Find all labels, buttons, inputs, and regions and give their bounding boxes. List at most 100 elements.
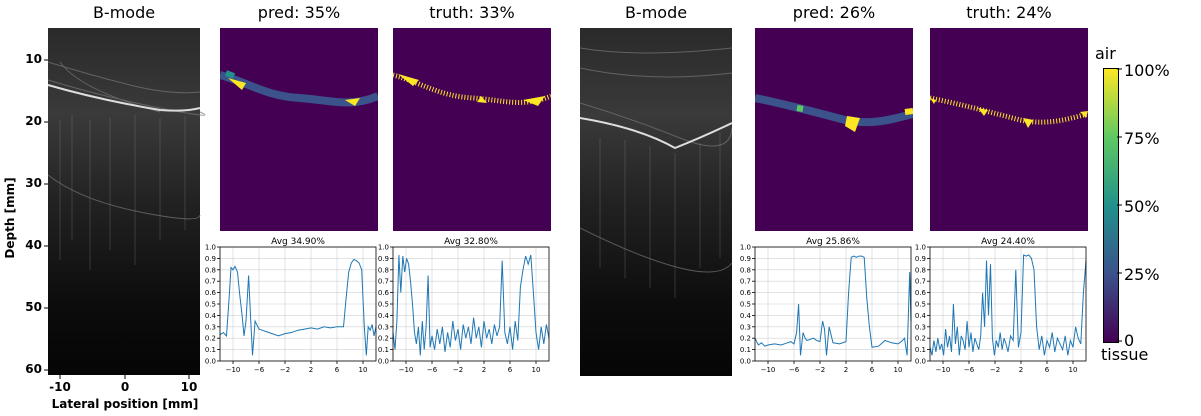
xtick-label: −2 <box>815 366 825 374</box>
ytick-label: 0.0 <box>205 358 216 366</box>
ytick-label: 0.0 <box>915 358 926 366</box>
xtick-label: −10 <box>226 366 241 374</box>
ytick-label: 0.3 <box>740 323 751 331</box>
ytick-label: 0.6 <box>740 289 752 297</box>
ytick-label: 0.5 <box>915 301 926 309</box>
ytick-label: 0.6 <box>378 289 390 297</box>
xtick-10: 10 <box>180 380 198 394</box>
ytick-label: 0.7 <box>205 278 216 286</box>
ytick-label: 0.4 <box>378 312 390 320</box>
bmode-ylabel-text: Depth [mm] <box>3 177 17 259</box>
colorbar-tick-100: 100% <box>1124 61 1170 80</box>
ytick-label: 1.0 <box>378 244 389 252</box>
bmode-image-right <box>580 28 732 376</box>
ytick-label: 0.2 <box>378 335 389 343</box>
xtick-label: 10 <box>1069 366 1078 374</box>
pred-mask-right <box>755 28 913 231</box>
line-plot-3: Avg 25.86% 0.0 0.1 0.2 0.3 0.4 0.5 0.6 0.7 0.8 0.9… <box>740 237 912 374</box>
ytick-label: 0.7 <box>378 278 389 286</box>
ytick-label: 0.3 <box>915 323 926 331</box>
ytick-label: 1.0 <box>205 244 216 252</box>
colorbar-top-label: air <box>1095 44 1116 63</box>
series-line <box>929 254 1087 356</box>
ytick-label: 0.4 <box>205 312 217 320</box>
ytick-label: 0.6 <box>915 289 927 297</box>
pred-title-left: pred: 35% <box>257 3 341 22</box>
bmode-bright-interface-left <box>47 84 201 112</box>
xtick-label: −6 <box>254 366 265 374</box>
ytick-label: 0.4 <box>740 312 752 320</box>
ytick-label: 0.2 <box>915 335 926 343</box>
xtick-label: 10 <box>894 366 903 374</box>
ytick-50: 50 <box>25 300 42 314</box>
ytick-label: 0.2 <box>205 335 216 343</box>
ytick-label: 0.0 <box>740 358 751 366</box>
xtick-minus10: -10 <box>49 380 71 394</box>
series-line <box>754 255 912 356</box>
bmode-ylabel: Depth [mm] <box>2 177 18 258</box>
xtick-label: 6 <box>870 366 875 374</box>
ytick-label: 0.7 <box>915 278 926 286</box>
ytick-30: 30 <box>25 176 42 190</box>
ytick-label: 1.0 <box>915 244 926 252</box>
pred-mask-left <box>220 28 378 231</box>
bmode-title-right: B-mode <box>624 3 688 22</box>
xtick-label: −2 <box>280 366 290 374</box>
ytick-label: 0.1 <box>915 346 926 354</box>
ytick-label: 0.1 <box>378 346 389 354</box>
ytick-label: 0.8 <box>205 266 216 274</box>
ytick-label: 0.5 <box>740 301 751 309</box>
xtick-label: 10 <box>532 366 541 374</box>
ytick-label: 0.9 <box>915 255 926 263</box>
colorbar-bottom-label: tissue <box>1101 345 1149 364</box>
ytick-label: 0.9 <box>378 255 389 263</box>
ytick-20: 20 <box>25 114 42 128</box>
line-plot-1: Avg 34.90% 0.0 0.1 0.2 0.3 0.4 0.5 0.6 0.7 0.8 0.9… <box>205 237 377 374</box>
ytick-label: 0.5 <box>205 301 216 309</box>
ytick-label: 0.9 <box>740 255 751 263</box>
plot-frame <box>754 246 912 362</box>
ytick-label: 0.5 <box>378 301 389 309</box>
ytick-label: 0.7 <box>740 278 751 286</box>
ytick-label: 0.8 <box>915 266 926 274</box>
truth-mask-left <box>393 28 551 231</box>
ytick-label: 0.9 <box>205 255 216 263</box>
xtick-label: −10 <box>761 366 776 374</box>
colorbar-tick-0: 0 <box>1124 331 1135 350</box>
xtick-label: −6 <box>789 366 800 374</box>
bmode-xlabel: Lateral position [mm] <box>51 397 199 411</box>
xtick-label: 2 <box>844 366 848 374</box>
xtick-label: −6 <box>964 366 975 374</box>
xtick-label: −2 <box>453 366 463 374</box>
chart-title: Avg 32.80% <box>444 237 498 247</box>
plot-frame <box>392 246 550 362</box>
ytick-label: 0.4 <box>915 312 927 320</box>
truth-title-left: truth: 33% <box>429 3 515 22</box>
ytick-label: 0.3 <box>378 323 389 331</box>
chart-title: Avg 34.90% <box>271 237 325 247</box>
colorbar-tick-50: 50% <box>1124 197 1160 216</box>
xtick-label: −10 <box>936 366 951 374</box>
ytick-60: 60 <box>25 362 42 376</box>
colorbar-tick-25: 25% <box>1124 265 1160 284</box>
series-line <box>392 254 550 356</box>
xtick-label: 6 <box>335 366 340 374</box>
ytick-label: 0.8 <box>740 266 751 274</box>
ytick-label: 0.1 <box>205 346 216 354</box>
truth-mask-right <box>930 28 1088 231</box>
ytick-label: 0.0 <box>378 358 389 366</box>
chart-title: Avg 24.40% <box>981 237 1035 247</box>
ytick-label: 0.3 <box>205 323 216 331</box>
ytick-40: 40 <box>25 238 42 252</box>
line-plot-2: Avg 32.80% 0.0 0.1 0.2 0.3 0.4 0.5 0.6 0.7 0.8 0.9… <box>378 237 550 374</box>
xtick-label: −10 <box>399 366 414 374</box>
plot-frame <box>929 246 1087 362</box>
series-line <box>219 258 377 356</box>
xtick-label: 2 <box>482 366 486 374</box>
ytick-label: 0.1 <box>740 346 751 354</box>
xtick-label: 2 <box>309 366 313 374</box>
xtick-0: 0 <box>120 380 130 394</box>
truth-title-right: truth: 24% <box>966 3 1052 22</box>
bmode-title-left: B-mode <box>92 3 156 22</box>
xtick-label: −6 <box>427 366 438 374</box>
